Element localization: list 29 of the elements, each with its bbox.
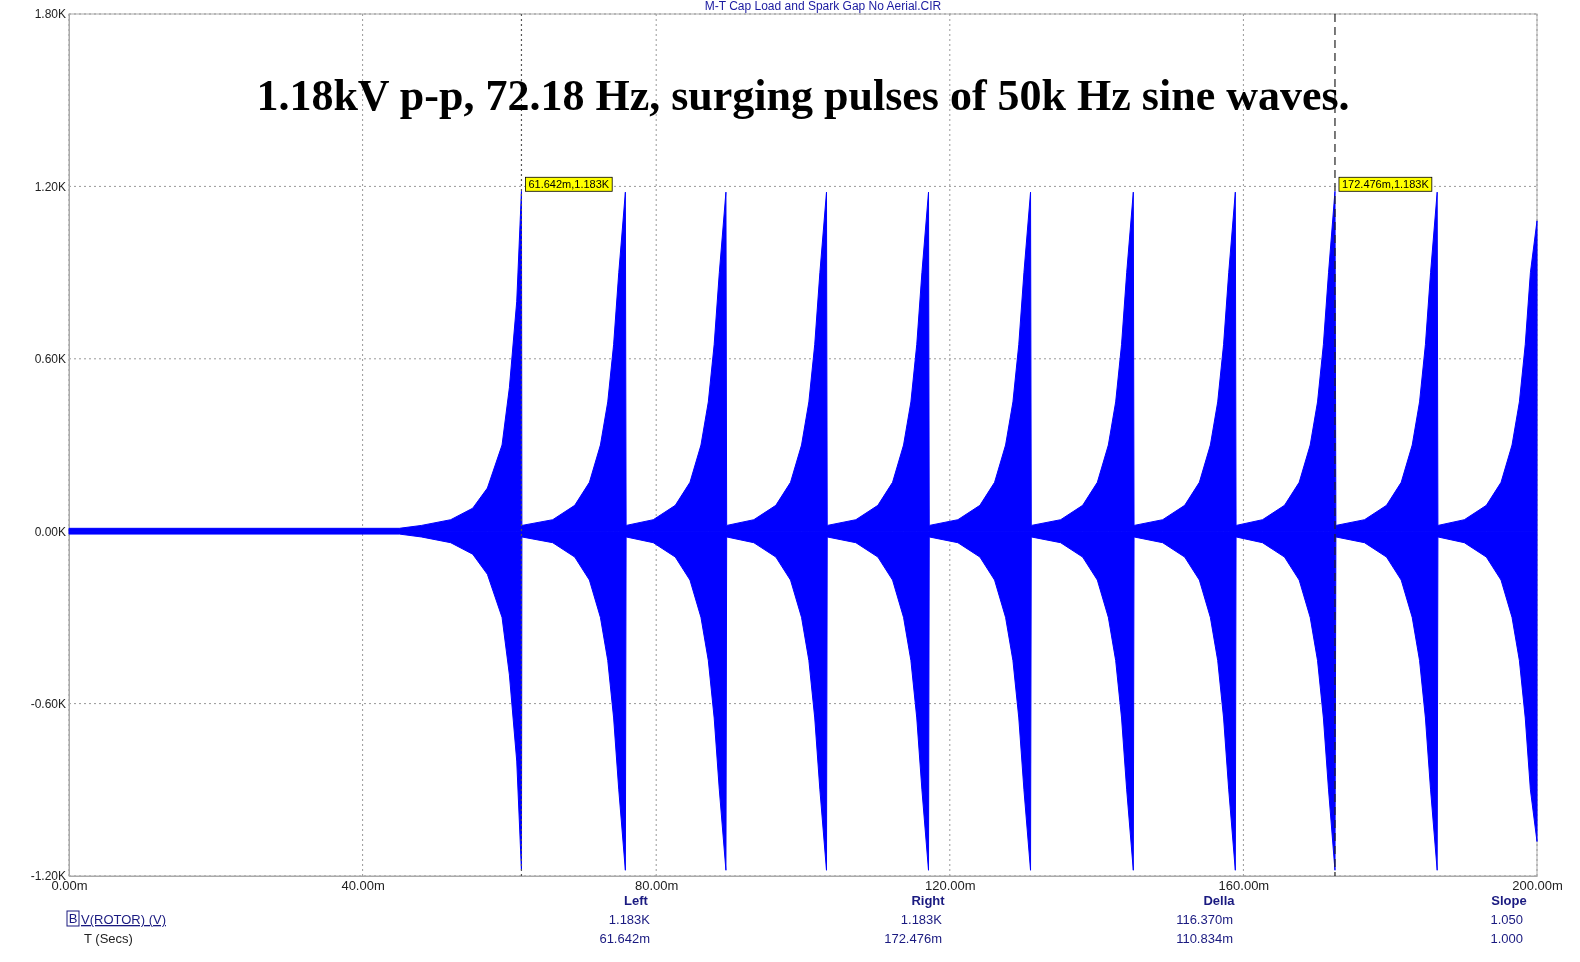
text: T (Secs) bbox=[84, 931, 133, 946]
text: Right bbox=[911, 893, 946, 908]
annotation: 172.476m,1.183K bbox=[1341, 178, 1430, 191]
y-tick-label: 1.80K bbox=[34, 7, 66, 22]
chart-title: M-T Cap Load and Spark Gap No Aerial.CIR bbox=[704, 0, 942, 13]
y-tick-label: 0.60K bbox=[34, 352, 66, 367]
text: 1.183K bbox=[900, 912, 943, 927]
x-tick-label: 120.00m bbox=[925, 878, 976, 894]
text: 1.18kV p-p, 72.18 Hz, surging pulses of 50k Hz sine waves. bbox=[256, 71, 1350, 120]
x-tick-label: 80.00m bbox=[635, 878, 679, 894]
text: 1.183K bbox=[608, 912, 651, 927]
y-tick-label: -0.60K bbox=[30, 696, 66, 711]
y-tick-label: 1.20K bbox=[34, 179, 66, 194]
x-tick-label: 40.00m bbox=[341, 878, 385, 894]
text: Slope bbox=[1491, 893, 1527, 908]
text: 1.050 bbox=[1490, 912, 1523, 927]
annotation: 61.642m,1.183K bbox=[528, 178, 610, 191]
text: Della bbox=[1203, 893, 1236, 908]
boxed-letter: B bbox=[66, 910, 80, 927]
text: 172.476m bbox=[884, 931, 942, 946]
text: Left bbox=[624, 893, 649, 908]
x-tick-label: 200.00m bbox=[1512, 878, 1563, 894]
text: 61.642m bbox=[599, 931, 650, 946]
y-tick-label: 0.00K bbox=[34, 524, 66, 539]
text: V(ROTOR) (V) bbox=[81, 912, 166, 927]
x-tick-label: 160.00m bbox=[1218, 878, 1270, 894]
text: 1.000 bbox=[1490, 931, 1523, 946]
text: 116.370m bbox=[1176, 912, 1233, 927]
text: 110.834m bbox=[1176, 931, 1233, 946]
